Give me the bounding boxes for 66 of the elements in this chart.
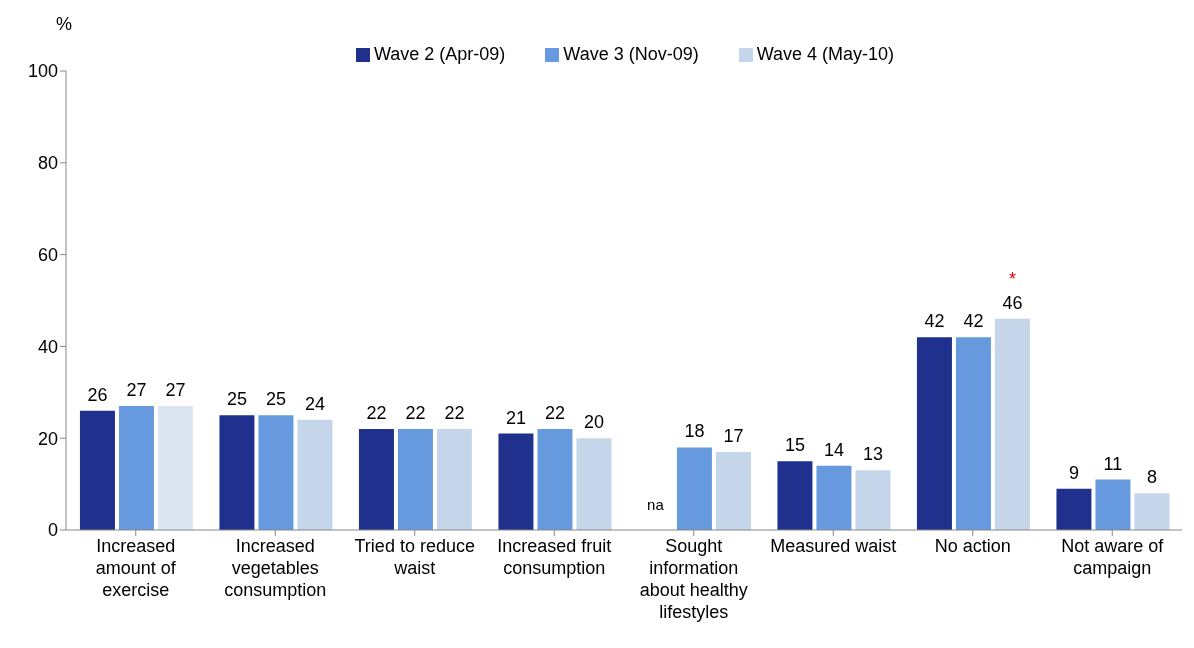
data-label: 15 <box>784 435 805 456</box>
data-label: 17 <box>723 425 744 446</box>
data-label: 13 <box>862 444 883 465</box>
y-tick-label: 20 <box>37 428 58 449</box>
bar <box>118 406 154 530</box>
data-label: 25 <box>226 389 247 410</box>
data-label: 42 <box>963 311 984 332</box>
x-tick-label: Sought information about healthy lifestyles <box>639 536 748 622</box>
data-label: 26 <box>87 384 108 405</box>
bar <box>1056 488 1092 530</box>
bar <box>537 429 573 530</box>
bar <box>994 318 1030 530</box>
data-label: 14 <box>823 439 844 460</box>
annotation: * <box>1008 268 1016 289</box>
legend-label: Wave 3 (Nov-09) <box>562 44 699 65</box>
bar <box>855 470 891 530</box>
data-label: 11 <box>1103 453 1123 474</box>
data-label: 22 <box>366 403 387 424</box>
y-axis-title: % <box>56 14 73 35</box>
y-tick-label: 80 <box>37 153 58 174</box>
legend-label: Wave 2 (Apr-09) <box>372 44 506 65</box>
bar <box>258 415 294 530</box>
bar <box>297 419 333 530</box>
data-label: 27 <box>165 380 186 401</box>
bar <box>79 410 115 530</box>
data-label: 22 <box>444 403 465 424</box>
data-label: 46 <box>1002 292 1023 313</box>
x-tick-label: Increased amount of exercise <box>95 536 177 600</box>
bar <box>219 415 255 530</box>
x-tick-label: Not aware of campaign <box>1061 536 1165 578</box>
bar <box>1095 479 1131 530</box>
y-tick-label: 40 <box>37 336 58 357</box>
text: na <box>647 496 664 513</box>
bar <box>498 433 534 530</box>
bar <box>397 429 433 530</box>
data-label: 20 <box>583 412 604 433</box>
x-tick-label: Increased fruit consumption <box>497 536 612 578</box>
bar <box>157 406 193 530</box>
bar <box>358 429 394 530</box>
data-label: 8 <box>1146 467 1157 488</box>
data-label: 42 <box>924 311 945 332</box>
bar <box>955 337 991 530</box>
data-label: 25 <box>265 389 286 410</box>
bar <box>715 451 751 530</box>
data-label: 24 <box>304 393 325 414</box>
bar <box>777 461 813 530</box>
data-label: 22 <box>544 403 565 424</box>
data-label: 18 <box>684 421 705 442</box>
x-tick-label: Tried to reduce waist <box>354 536 475 578</box>
data-label: 21 <box>505 407 526 428</box>
data-label: 9 <box>1068 462 1079 483</box>
bar <box>576 438 612 530</box>
y-tick-label: 100 <box>27 61 58 82</box>
x-tick-label: Measured waist <box>770 536 897 556</box>
bar <box>816 465 852 530</box>
y-tick-label: 0 <box>47 520 58 541</box>
y-tick-label: 60 <box>37 244 58 265</box>
bar <box>436 429 472 530</box>
bar <box>916 337 952 530</box>
bar <box>1134 493 1170 530</box>
legend-label: Wave 4 (May-10) <box>755 44 895 65</box>
data-label: 22 <box>405 403 426 424</box>
bar <box>676 447 712 530</box>
x-tick-label: Increased vegetables consumption <box>224 536 327 600</box>
x-tick-label: No action <box>934 536 1011 556</box>
data-label: 27 <box>126 380 147 401</box>
